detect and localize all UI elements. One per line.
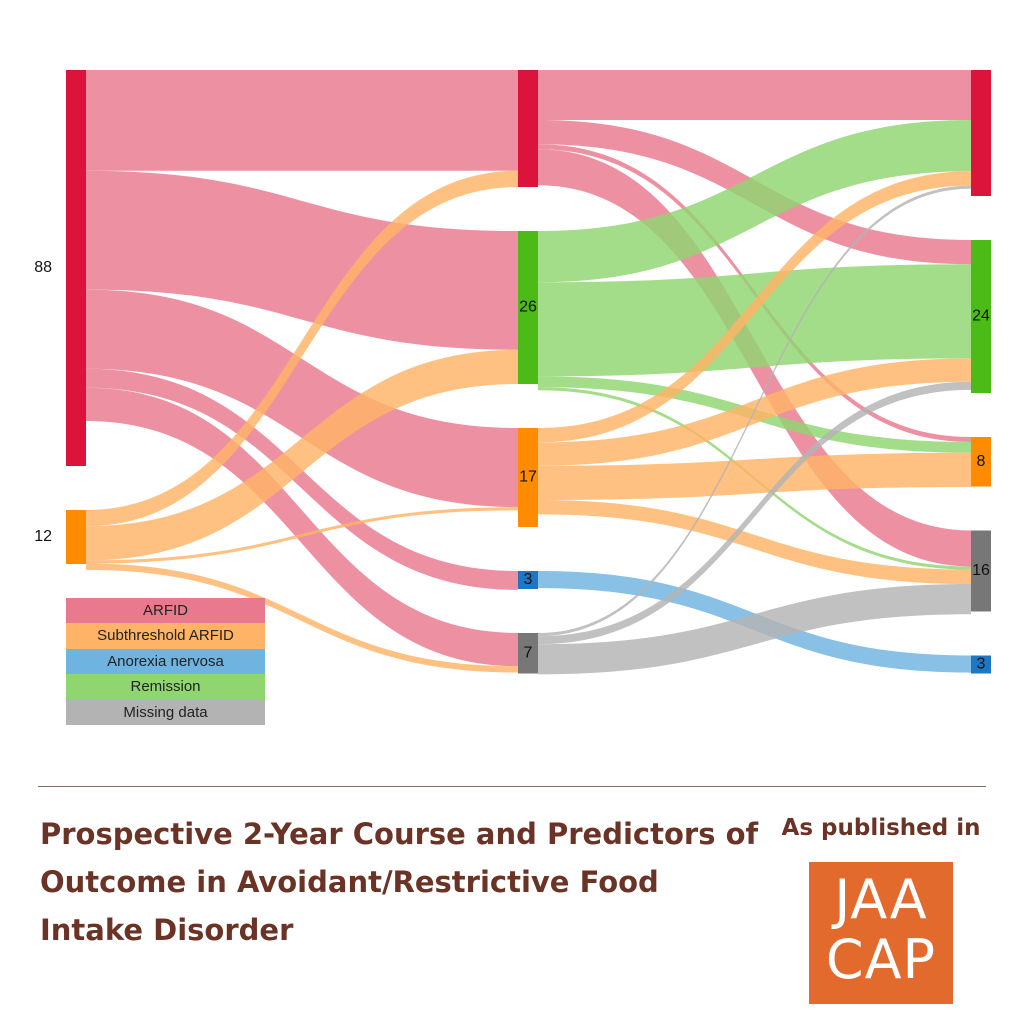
node-label-y2-an: 3 <box>977 656 986 673</box>
legend-item-anorexia-nervosa: Anorexia nervosa <box>66 648 265 675</box>
node-label-y1-rem: 26 <box>519 299 537 316</box>
sankey-link-b-arfid-to-y1-miss <box>86 387 518 667</box>
sankey-chart: 88 12 26 17 3 7 24 8 16 3 <box>34 70 991 675</box>
published-in-label: As published in <box>781 815 981 841</box>
sankey-link-y1-miss-to-y2-rem <box>538 381 971 645</box>
sankey-node-y2-an <box>971 655 991 674</box>
sankey-node-y1-rem <box>518 231 538 384</box>
legend-item-arfid: ARFID <box>66 598 265 624</box>
sankey-link-y1-sub-to-y2-miss <box>538 500 971 585</box>
sankey-node-labels: 88 12 26 17 3 7 24 8 16 3 <box>34 259 990 673</box>
sankey-link-y1-miss-to-y2-miss <box>538 584 971 675</box>
legend-item-subthreshold-arfid: Subthreshold ARFID <box>66 623 265 649</box>
node-label-b-arfid: 88 <box>34 259 52 276</box>
sankey-link-b-sub-to-y1-rem <box>86 349 518 561</box>
legend-item-remission: Remission <box>66 674 265 700</box>
sankey-link-b-arfid-to-y1-rem <box>86 170 518 350</box>
sankey-node-y1-miss <box>518 633 538 674</box>
node-label-y2-sub: 8 <box>977 453 986 470</box>
sankey-link-b-arfid-to-y1-arfid <box>86 70 518 171</box>
journal-logo: JAA CAP <box>809 862 953 1004</box>
node-label-y1-sub: 17 <box>519 469 537 486</box>
chart-legend: ARFID Subthreshold ARFID Anorexia nervos… <box>66 598 265 725</box>
sankey-node-y1-arfid <box>518 70 538 187</box>
article-title: Prospective 2-Year Course and Predictors… <box>40 817 759 947</box>
sankey-link-y1-arfid-to-y2-arfid <box>538 70 971 120</box>
sankey-link-y1-rem-to-y2-arfid <box>538 119 971 283</box>
sankey-link-b-sub-to-y1-arfid <box>86 170 518 527</box>
sankey-node-b-sub <box>66 510 86 564</box>
sankey-node-y2-miss <box>971 530 991 612</box>
sankey-node-y1-an <box>518 571 538 589</box>
sankey-node-y2-rem <box>971 240 991 393</box>
node-label-y1-miss: 7 <box>524 644 533 661</box>
sankey-link-b-sub-to-y1-sub <box>86 507 518 564</box>
legend-item-missing-data: Missing data <box>66 699 265 725</box>
sankey-link-b-arfid-to-y1-sub <box>86 289 518 508</box>
sankey-link-b-sub-to-y1-miss <box>86 563 518 673</box>
sankey-link-y1-sub-to-y2-arfid <box>538 171 971 443</box>
sankey-link-b-arfid-to-y1-an <box>86 368 518 590</box>
sankey-nodes <box>66 70 991 674</box>
sankey-link-y1-miss-to-y2-arfid <box>538 185 971 637</box>
sankey-node-y2-arfid <box>971 70 991 196</box>
sankey-links <box>86 70 971 675</box>
node-label-y2-rem: 24 <box>972 308 990 325</box>
sankey-node-y1-sub <box>518 428 538 527</box>
logo-text-line-1: JAA <box>834 868 928 931</box>
logo-text-line-2: CAP <box>825 928 937 991</box>
divider-line <box>38 786 986 787</box>
sankey-node-b-arfid <box>66 70 86 466</box>
node-label-y1-an: 3 <box>524 571 533 588</box>
sankey-node-y2-sub <box>971 437 991 487</box>
node-label-b-sub: 12 <box>34 528 52 545</box>
sankey-link-y1-rem-to-y2-rem <box>538 264 971 377</box>
node-label-y2-miss: 16 <box>972 562 990 579</box>
sankey-link-y1-sub-to-y2-sub <box>538 452 971 500</box>
